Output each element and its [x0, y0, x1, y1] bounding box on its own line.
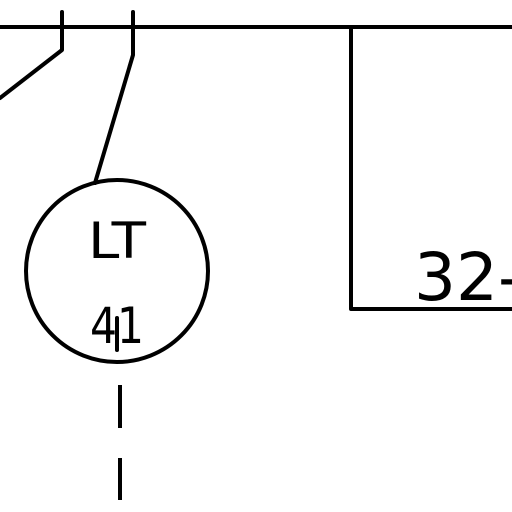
connection-label: 32-1	[414, 239, 512, 316]
right-branch-line	[349, 25, 512, 311]
instrument-tag-function: LT	[88, 212, 147, 270]
left-branch-line	[0, 10, 64, 100]
impulse-line	[93, 10, 135, 185]
instrument-bubble	[24, 178, 210, 364]
